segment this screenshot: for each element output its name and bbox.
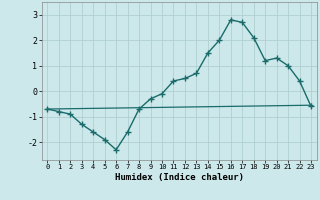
X-axis label: Humidex (Indice chaleur): Humidex (Indice chaleur) xyxy=(115,173,244,182)
